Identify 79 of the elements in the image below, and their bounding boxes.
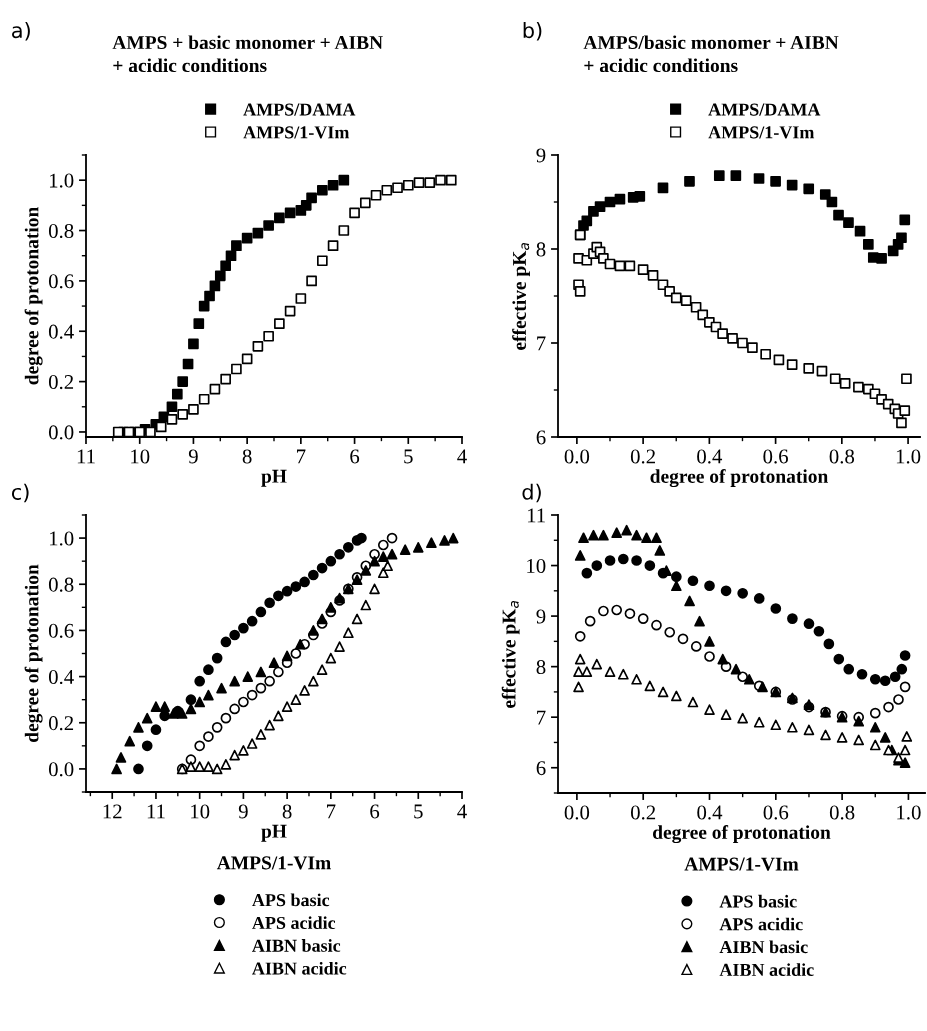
y-tick-label: 0.8: [48, 223, 74, 239]
legend-label: AIBN basic: [719, 940, 808, 954]
y-tick-label: 9: [536, 609, 546, 624]
y-tick-label: 0.0: [48, 762, 74, 777]
x-tick-label: 5: [414, 804, 423, 819]
y-tick-label: 6: [536, 430, 546, 445]
x-tick-label: 10: [131, 449, 150, 464]
x-axis-title: pH: [261, 469, 287, 487]
legend-label: APS acidic: [719, 917, 803, 931]
x-tick-label: 0.0: [564, 449, 590, 464]
x-tick-label: 8: [242, 449, 252, 464]
x-tick-label: 1.0: [897, 805, 921, 820]
x-tick-label: 10: [191, 804, 210, 819]
y-tick-label: 0.4: [48, 324, 74, 339]
y-tick-label: 7: [537, 710, 546, 725]
y-axis-title: effective pK$_{a}$: [501, 601, 520, 708]
text: d): [522, 483, 541, 503]
legend-label: AIBN basic: [252, 939, 341, 952]
y-tick-label: 1.0: [49, 531, 74, 546]
y-tick-label: 0.6: [48, 274, 74, 289]
text: AMPS/1-VIm: [684, 857, 799, 871]
x-tick-label: 0.2: [630, 805, 656, 820]
y-axis-title: degree of protonation: [24, 206, 43, 385]
x-tick-label: 0.6: [763, 805, 789, 820]
x-tick-label: 0.0: [564, 805, 590, 820]
y-axis-title: degree of protonation: [24, 564, 43, 743]
y-tick-label: 6: [536, 761, 546, 776]
x-tick-label: 1.0: [896, 449, 921, 464]
x-axis-title: pH: [261, 824, 287, 842]
x-tick-label: 0.2: [630, 449, 655, 464]
y-tick-label: 9: [536, 148, 546, 163]
x-tick-label: 6: [370, 804, 380, 819]
x-axis-title: degree of protonation: [652, 825, 831, 844]
y-tick-label: 0.6: [48, 623, 74, 638]
x-tick-label: 0.4: [697, 805, 723, 820]
y-tick-label: 0.4: [48, 669, 74, 685]
legend-label: AMPS/1-VIm: [708, 126, 815, 139]
x-axis-title: degree of protonation: [650, 469, 829, 488]
x-tick-label: 8: [282, 804, 292, 819]
y-tick-label: 7: [537, 336, 546, 351]
y-tick-label: 0.8: [48, 577, 74, 592]
legend-label: AMPS/DAMA: [708, 103, 821, 116]
legend-label: AIBN acidic: [252, 961, 347, 975]
legend-label: APS basic: [719, 894, 797, 908]
legend-label: APS basic: [252, 893, 330, 907]
chart-title: AMPS/basic monomer + AIBN + acidic conditions: [583, 35, 839, 73]
x-tick-label: 7: [297, 449, 306, 464]
x-tick-label: 11: [147, 804, 165, 819]
y-tick-label: 1.0: [49, 173, 74, 188]
y-tick-label: 0.0: [48, 425, 74, 440]
x-tick-label: 7: [327, 804, 336, 819]
x-tick-label: 5: [404, 449, 413, 464]
x-tick-label: 0.8: [829, 449, 855, 464]
x-tick-label: 6: [350, 449, 360, 464]
y-tick-label: 11: [527, 508, 545, 523]
text: b): [523, 22, 542, 41]
x-tick-label: 11: [77, 449, 95, 464]
x-tick-label: 0.8: [829, 805, 855, 820]
x-tick-label: 12: [103, 804, 122, 819]
x-tick-label: 4: [457, 804, 467, 819]
y-tick-label: 8: [536, 242, 546, 257]
text: c): [11, 483, 29, 503]
y-tick-label: 10: [527, 558, 546, 573]
chart-title: AMPS + basic monomer + AIBN + acidic conditions: [112, 35, 383, 73]
legend-label: AMPS/DAMA: [243, 103, 356, 116]
y-tick-label: 0.2: [48, 716, 74, 731]
x-tick-label: 0.6: [763, 449, 788, 464]
text: AMPS/1-VIm: [216, 856, 331, 870]
y-axis-title: effective pK$_{a}$: [512, 243, 530, 350]
x-tick-label: 4: [457, 449, 467, 464]
legend-label: AMPS/1-VIm: [243, 126, 350, 139]
x-tick-label: 0.4: [697, 449, 723, 464]
x-tick-label: 9: [238, 804, 248, 819]
x-tick-label: 9: [188, 449, 198, 464]
legend-label: APS acidic: [252, 916, 336, 930]
y-tick-label: 8: [536, 660, 546, 675]
y-tick-label: 0.2: [48, 374, 74, 390]
legend-label: AIBN acidic: [719, 963, 814, 976]
text: a): [12, 22, 30, 41]
